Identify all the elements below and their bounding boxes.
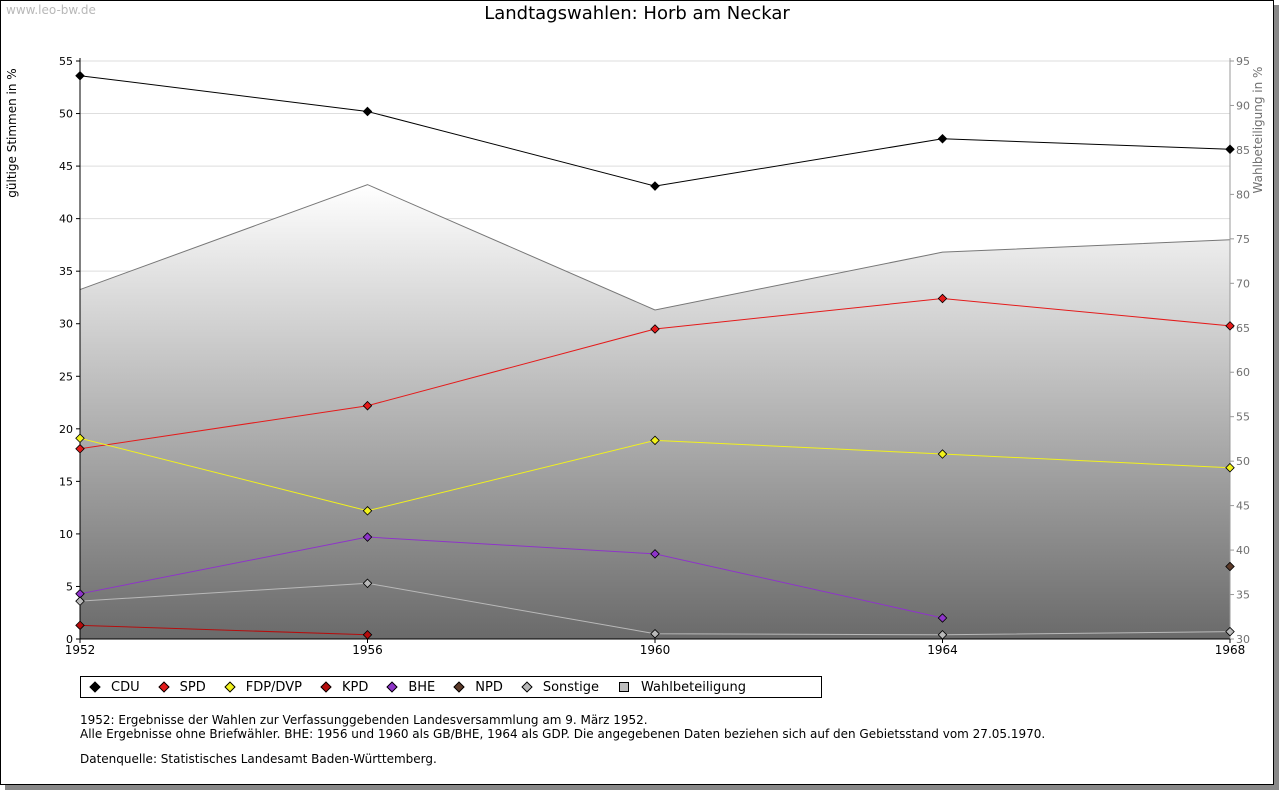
data-point-spd [937,293,948,304]
legend-marker-wahlbeteiligung [619,682,630,692]
footnote-2: Alle Ergebnisse ohne Briefwähler. BHE: 1… [80,727,1046,741]
series-line-kpd [79,624,368,636]
legend-marker-cdu [89,681,101,693]
y-tick-label: 55 [59,55,73,68]
data-point-sonstige [650,628,660,639]
legend-marker-sonstige [521,681,533,693]
data-point-cdu [362,106,373,117]
legend-marker-fdp [224,681,236,693]
y-tick-label: 10 [59,528,73,541]
y2-tick-label: 75 [1236,233,1250,246]
y-tick-label: 50 [59,108,73,121]
legend-marker-kpd [320,681,332,693]
data-point-npd [1225,561,1235,572]
data-point-fdp-dvp [362,506,373,516]
legend-label-fdp: FDP/DVP [245,679,302,695]
data-source: Datenquelle: Statistisches Landesamt Bad… [80,752,437,766]
data-point-kpd [75,620,85,631]
legend-label-npd: NPD [475,679,503,695]
data-point-cdu [650,181,660,191]
data-point-cdu [1225,144,1235,155]
x-tick-label: 1960 [640,643,671,657]
y2-tick-label: 40 [1236,544,1250,557]
legend-item-bhe: BHE [386,679,436,695]
y2-tick-label: 65 [1236,322,1250,335]
data-point-bhe [937,613,948,623]
data-point-sonstige [75,596,85,606]
legend-marker-npd [453,681,465,693]
x-tick-label: 1952 [65,643,96,657]
data-point-fdp-dvp [650,435,660,446]
y-tick-label: 45 [59,160,73,173]
y2-tick-label: 60 [1236,366,1250,379]
data-point-cdu [937,134,948,144]
x-tick-label: 1968 [1215,643,1246,657]
axis-layer: 0 5 10 15 20 25 30 35 40 45 50 55 30 35 40 45 50 55 60 65 70… [59,55,1250,657]
legend-item-spd: SPD [157,679,206,695]
y2-tick-label: 30 [1236,633,1250,646]
footnotes: 1952: Ergebnisse der Wahlen zur Verfassu… [80,713,1045,741]
legend-item-sonstige: Sonstige [521,679,600,695]
y-tick-label: 25 [59,370,73,383]
legend-item-kpd: KPD [320,679,369,695]
legend-label-kpd: KPD [341,679,369,695]
y2-tick-label: 55 [1236,411,1250,424]
data-point-spd [362,400,373,411]
turnout-area [80,184,1230,639]
data-point-kpd [362,630,373,640]
series-line-bhe [79,536,943,619]
data-point-bhe [650,549,660,559]
legend-item-fdp: FDP/DVP [224,679,302,695]
chart-title: Landtagswahlen: Horb am Neckar [484,3,790,24]
y2-tick-label: 45 [1236,500,1250,513]
data-point-spd [1225,321,1235,331]
data-point-spd [75,444,85,454]
legend-item-npd: NPD [453,679,503,695]
watermark: www.leo-bw.de [6,3,96,17]
data-point-bhe [362,532,373,542]
y-tick-label: 0 [66,633,73,646]
y-tick-label: 20 [59,423,73,436]
y-tick-label: 15 [59,475,73,488]
y-axis-title: gültige Stimmen in % [5,68,19,197]
chart-svg: 0 5 10 15 20 25 30 35 40 45 50 55 30 35 40 45 50 55 60 65 70… [5,55,1265,657]
data-point-spd [650,324,660,334]
turnout-area-layer [79,184,1231,639]
legend-item-cdu: CDU [89,679,140,695]
footnote-1: 1952: Ergebnisse der Wahlen zur Verfassu… [80,713,648,727]
y-tick-label: 40 [59,213,73,226]
data-point-fdp-dvp [937,449,948,459]
series-layer [75,70,1235,640]
x-tick-label: 1964 [927,643,958,657]
legend-label-cdu: CDU [111,679,140,695]
y-tick-label: 5 [66,580,73,593]
data-point-cdu [75,70,85,81]
y-tick-label: 35 [59,265,73,278]
y2-tick-label: 70 [1236,277,1250,290]
legend-label-sonstige: Sonstige [542,679,600,695]
data-point-sonstige [1225,626,1235,637]
data-point-fdp-dvp [1225,462,1235,473]
y2-tick-label: 90 [1236,99,1250,112]
y2-tick-label: 35 [1236,589,1250,602]
data-point-fdp-dvp [75,433,85,444]
y2-tick-label: 95 [1236,55,1250,68]
legend: CDU SPD FDP/DVP KPD BHE NPD Sonstige Wah… [80,676,822,698]
data-point-sonstige [937,630,948,640]
y2-tick-label: 80 [1236,188,1250,201]
y2-tick-label: 85 [1236,144,1250,157]
y-tick-label: 30 [59,318,73,331]
legend-label-spd: SPD [179,679,206,695]
series-line-cdu [79,75,1231,187]
legend-label-bhe: BHE [408,679,436,695]
legend-marker-bhe [386,681,398,693]
legend-marker-spd [157,681,170,693]
turnout-line [79,184,1231,311]
x-tick-label: 1956 [352,643,383,657]
data-point-sonstige [362,578,373,589]
legend-item-wahlbeteiligung: Wahlbeteiligung [619,680,746,695]
y2-tick-label: 50 [1236,455,1250,468]
y2-axis-title: Wahlbeteiligung in % [1251,67,1265,194]
legend-label-wahlbeteiligung: Wahlbeteiligung [641,679,747,695]
